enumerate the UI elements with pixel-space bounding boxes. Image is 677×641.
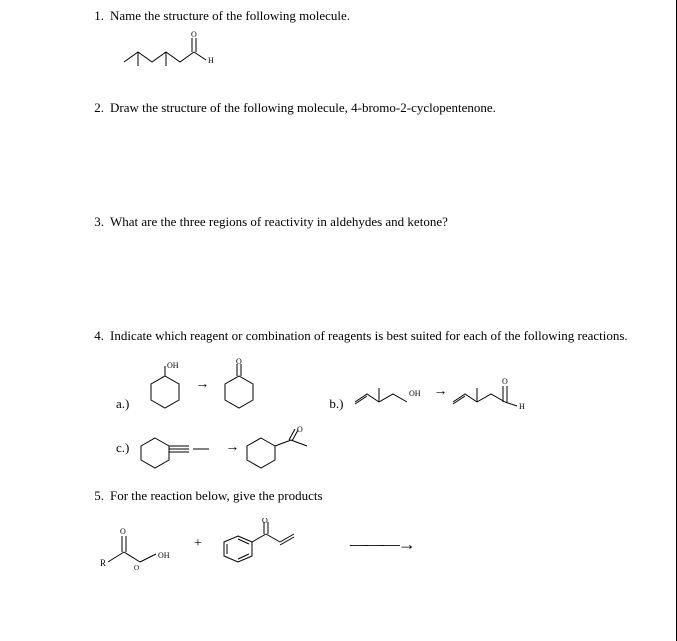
arrow-icon: ———→ bbox=[350, 534, 414, 555]
product-c: O bbox=[239, 426, 329, 470]
reaction-c: c.) → O bbox=[116, 426, 637, 470]
subpart-label: b.) bbox=[329, 396, 343, 412]
question-text: Draw the structure of the following mole… bbox=[110, 100, 637, 116]
svg-text:H: H bbox=[208, 56, 214, 65]
arrow-icon: → bbox=[433, 384, 447, 400]
question-number: 2. bbox=[90, 100, 110, 116]
product-a: O bbox=[209, 358, 269, 412]
subpart-label: a.) bbox=[116, 396, 129, 412]
question-number: 1. bbox=[90, 8, 110, 24]
question-5: 5. For the reaction below, give the prod… bbox=[90, 488, 637, 570]
q1-molecule-diagram: O H bbox=[116, 30, 637, 72]
svg-text:O: O bbox=[120, 527, 126, 536]
reactant-c bbox=[135, 426, 225, 470]
arrow-icon: → bbox=[225, 440, 239, 456]
q5-reaction: R O O OH + bbox=[100, 518, 637, 570]
svg-text:O: O bbox=[236, 358, 242, 366]
question-4: 4. Indicate which reagent or combination… bbox=[90, 328, 637, 470]
arrow-icon: → bbox=[195, 377, 209, 393]
reaction-a: a.) OH → O bbox=[116, 358, 269, 412]
question-2: 2. Draw the structure of the following m… bbox=[90, 100, 637, 186]
reaction-b: b.) OH → bbox=[329, 372, 531, 412]
svg-text:O: O bbox=[134, 564, 139, 570]
question-text: For the reaction below, give the product… bbox=[110, 488, 637, 504]
question-1: 1. Name the structure of the following m… bbox=[90, 8, 637, 72]
question-number: 5. bbox=[90, 488, 110, 504]
svg-text:O: O bbox=[262, 518, 268, 525]
question-text: What are the three regions of reactivity… bbox=[110, 214, 637, 230]
question-number: 3. bbox=[90, 214, 110, 230]
subpart-label: c.) bbox=[116, 440, 129, 456]
answer-space bbox=[90, 116, 637, 186]
svg-text:O: O bbox=[297, 426, 303, 434]
answer-space bbox=[90, 230, 637, 300]
reactant-b: OH bbox=[349, 372, 433, 412]
molecule-svg: O H bbox=[116, 30, 226, 72]
reagent-1-peracid: R O O OH bbox=[100, 518, 180, 570]
question-number: 4. bbox=[90, 328, 110, 344]
q4-reactions: a.) OH → O bbox=[116, 350, 637, 470]
product-b: O H bbox=[447, 372, 531, 412]
question-3: 3. What are the three regions of reactiv… bbox=[90, 214, 637, 300]
svg-text:OH: OH bbox=[158, 551, 170, 560]
question-text: Indicate which reagent or combination of… bbox=[110, 328, 637, 344]
plus-operator: + bbox=[194, 536, 202, 552]
svg-text:H: H bbox=[519, 402, 525, 411]
svg-text:OH: OH bbox=[167, 361, 179, 370]
svg-text:O: O bbox=[191, 30, 197, 39]
reagent-2-enone: O bbox=[216, 518, 306, 570]
svg-text:OH: OH bbox=[409, 389, 421, 398]
reactant-a: OH bbox=[135, 358, 195, 412]
svg-text:R: R bbox=[100, 558, 106, 568]
question-text: Name the structure of the following mole… bbox=[110, 8, 637, 24]
svg-text:O: O bbox=[502, 377, 508, 386]
